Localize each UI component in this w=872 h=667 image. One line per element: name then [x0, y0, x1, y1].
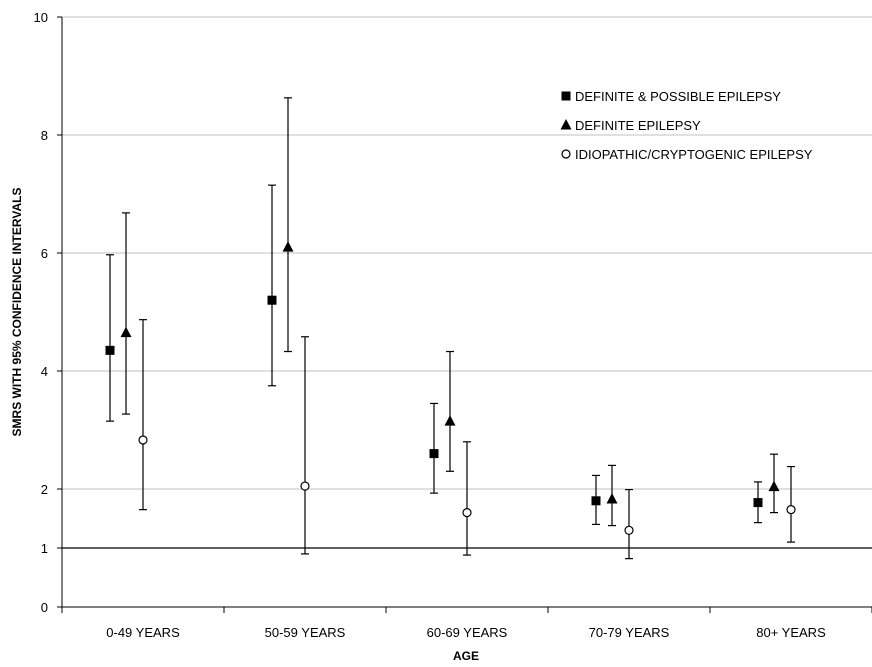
x-category-label: 70-79 YEARS	[589, 625, 670, 640]
legend: DEFINITE & POSSIBLE EPILEPSY DEFINITE EPI…	[560, 89, 813, 162]
y-tick-label: 10	[34, 10, 48, 25]
x-category-label: 60-69 YEARS	[427, 625, 508, 640]
legend-marker-circle	[561, 149, 571, 159]
y-tick-label: 2	[41, 482, 48, 497]
legend-label: DEFINITE & POSSIBLE EPILEPSY	[575, 89, 781, 104]
data-point-square	[267, 295, 277, 305]
data-point-circle	[786, 505, 796, 515]
data-point-circle	[624, 525, 634, 535]
y-axis-title: SMRS WITH 95% CONFIDENCE INTERVALS	[10, 188, 24, 437]
data-point-circle	[300, 481, 310, 491]
legend-label: IDIOPATHIC/CRYPTOGENIC EPILEPSY	[575, 147, 813, 162]
data-point-circle	[138, 435, 148, 445]
x-axis-title: AGE	[453, 649, 479, 663]
y-tick-label: 8	[41, 128, 48, 143]
legend-marker-square	[561, 91, 571, 101]
data-point-circle	[462, 507, 472, 518]
x-category-label: 80+ YEARS	[756, 625, 826, 640]
data-marks	[105, 97, 796, 560]
legend-label: DEFINITE EPILEPSY	[575, 118, 701, 133]
data-point-triangle	[768, 480, 780, 492]
data-point-triangle	[282, 241, 294, 252]
y-tick-label: 4	[41, 364, 48, 379]
x-axis: 0-49 YEARS 50-59 YEARS 60-69 YEARS 70-79 YE…	[61, 606, 872, 640]
y-axis-ticks: 0 1 2 4 6 8 10	[34, 10, 62, 615]
gridlines	[62, 16, 872, 490]
data-point-triangle	[120, 326, 132, 338]
data-point-triangle	[606, 493, 618, 504]
data-point-square	[591, 496, 601, 506]
data-point-square	[429, 449, 439, 459]
x-category-label: 0-49 YEARS	[106, 625, 180, 640]
y-tick-label: 6	[41, 246, 48, 261]
data-point-triangle	[444, 415, 456, 426]
y-tick-label: 1	[41, 541, 48, 556]
data-point-square	[105, 345, 115, 355]
x-category-label: 50-59 YEARS	[265, 625, 346, 640]
data-point-square	[753, 498, 763, 508]
legend-marker-triangle	[560, 119, 572, 130]
y-tick-label: 0	[41, 600, 48, 615]
